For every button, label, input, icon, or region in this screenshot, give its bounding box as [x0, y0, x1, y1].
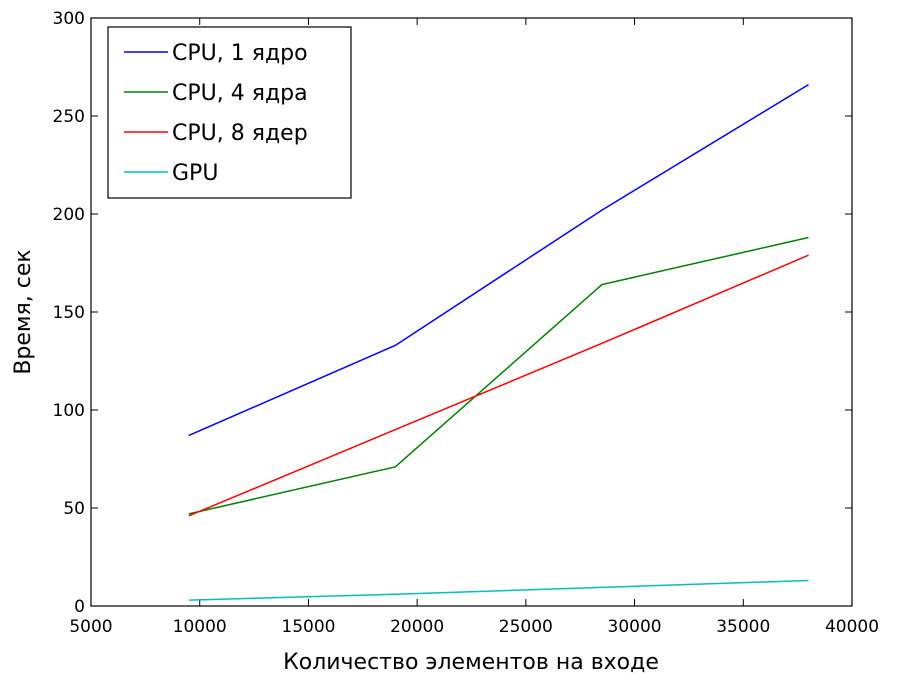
y-tick-label: 300	[53, 9, 85, 29]
series-lines	[188, 83, 809, 601]
x-axis-title: Количество элементов на входе	[283, 650, 659, 673]
legend-box	[107, 26, 352, 199]
series-line-1	[188, 236, 809, 515]
x-tick-label: 40000	[825, 617, 879, 637]
x-tick-label: 35000	[716, 617, 770, 637]
series-line-3	[188, 579, 809, 601]
y-tick-label: 50	[63, 499, 85, 519]
y-tick-label: 150	[53, 303, 85, 323]
legend-label-3: GPU	[172, 161, 218, 186]
legend-label-2: CPU, 8 ядер	[172, 121, 308, 146]
y-tick-label: 200	[53, 205, 85, 225]
axis-ticks	[90, 17, 853, 607]
legend-label-0: CPU, 1 ядро	[172, 41, 308, 66]
axis-tick-labels: 5000 10000 15000 20000 25000 30000 35000 40000 0…	[53, 9, 880, 637]
y-tick-label: 250	[53, 107, 85, 127]
series-line-2	[188, 254, 809, 517]
x-tick-label: 15000	[281, 617, 335, 637]
legend-label-1: CPU, 4 ядра	[172, 81, 308, 106]
y-tick-label: 100	[53, 401, 85, 421]
x-tick-label: 25000	[499, 617, 553, 637]
x-tick-label: 5000	[69, 617, 112, 637]
y-tick-label: 0	[74, 597, 85, 617]
y-axis-title: Время, сек	[11, 249, 36, 374]
legend: CPU, 1 ядро CPU, 4 ядра CPU, 8 ядер GPU	[107, 26, 352, 199]
x-tick-label: 10000	[173, 617, 227, 637]
series-line-0	[188, 83, 809, 437]
x-tick-label: 20000	[390, 617, 444, 637]
x-tick-label: 30000	[608, 617, 662, 637]
legend-items: CPU, 1 ядро CPU, 4 ядра CPU, 8 ядер GPU	[124, 41, 308, 186]
